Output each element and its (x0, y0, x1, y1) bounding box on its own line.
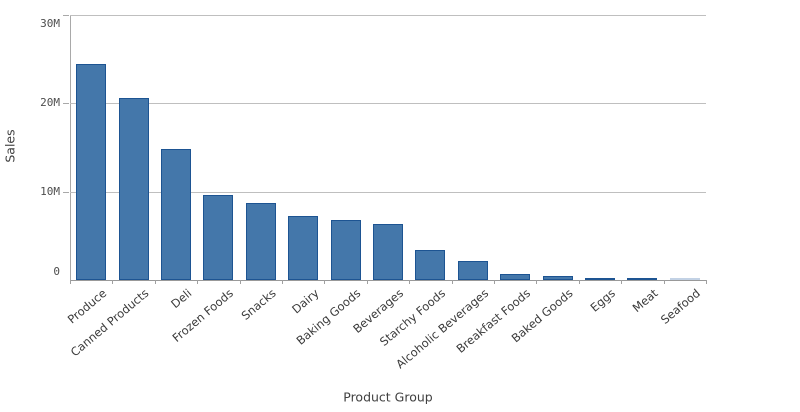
bar-beverages[interactable] (373, 224, 403, 280)
x-category-label-deli[interactable]: Deli (167, 286, 194, 312)
bar-frozen-foods[interactable] (203, 195, 234, 280)
y-tick-label: 10M (40, 184, 60, 198)
gridline-10M (70, 191, 706, 193)
x-tick-mark (155, 280, 156, 284)
bar-baked-goods[interactable] (542, 276, 573, 280)
x-tick-mark (112, 280, 113, 284)
bar-breakfast-foods[interactable] (500, 273, 531, 280)
bar-seafood[interactable] (669, 278, 700, 280)
y-tick-label: 20M (40, 96, 60, 110)
x-tick-mark (494, 280, 495, 284)
x-tick-mark (282, 280, 283, 284)
x-axis-title: Product Group (343, 389, 433, 405)
x-category-label-breakfast-foods[interactable]: Breakfast Foods (453, 286, 534, 356)
x-tick-mark (536, 280, 537, 284)
x-tick-mark (664, 280, 665, 284)
x-tick-mark (452, 280, 453, 284)
y-tick-mark (63, 191, 69, 193)
x-tick-mark (706, 280, 707, 284)
x-category-label-meat[interactable]: Meat (629, 286, 661, 316)
x-tick-mark (240, 280, 241, 284)
x-category-label-seafood[interactable]: Seafood (657, 286, 703, 327)
x-tick-mark (324, 280, 325, 284)
gridline-30M (70, 15, 706, 16)
y-tick-mark (63, 15, 69, 16)
bar-meat[interactable] (627, 277, 658, 280)
bar-dairy[interactable] (288, 216, 319, 280)
bar-starchy-foods[interactable] (415, 249, 446, 280)
x-tick-mark (70, 280, 71, 284)
x-tick-mark (621, 280, 622, 284)
y-tick-label: 0 (53, 265, 60, 278)
x-tick-mark (409, 280, 410, 284)
y-tick-mark (63, 103, 69, 105)
bar-deli[interactable] (161, 149, 191, 280)
x-category-label-snacks[interactable]: Snacks (238, 286, 279, 323)
x-axis-line (70, 280, 706, 281)
bar-eggs[interactable] (585, 277, 615, 280)
x-category-label-canned-products[interactable]: Canned Products (68, 286, 152, 360)
y-axis-title: Sales (2, 129, 18, 163)
y-tick-label: 30M (40, 17, 60, 30)
plot-area (70, 15, 706, 281)
bar-baking-goods[interactable] (330, 219, 361, 280)
y-axis-line (70, 15, 71, 280)
x-tick-mark (367, 280, 368, 284)
x-category-label-eggs[interactable]: Eggs (587, 286, 618, 315)
bar-produce[interactable] (76, 64, 107, 280)
bar-alcoholic-beverages[interactable] (457, 260, 488, 280)
x-tick-mark (579, 280, 580, 284)
bar-snacks[interactable] (245, 203, 276, 280)
gridline-20M (70, 103, 706, 105)
x-tick-mark (197, 280, 198, 284)
x-category-label-dairy[interactable]: Dairy (288, 286, 322, 317)
bar-canned-products[interactable] (118, 98, 149, 280)
